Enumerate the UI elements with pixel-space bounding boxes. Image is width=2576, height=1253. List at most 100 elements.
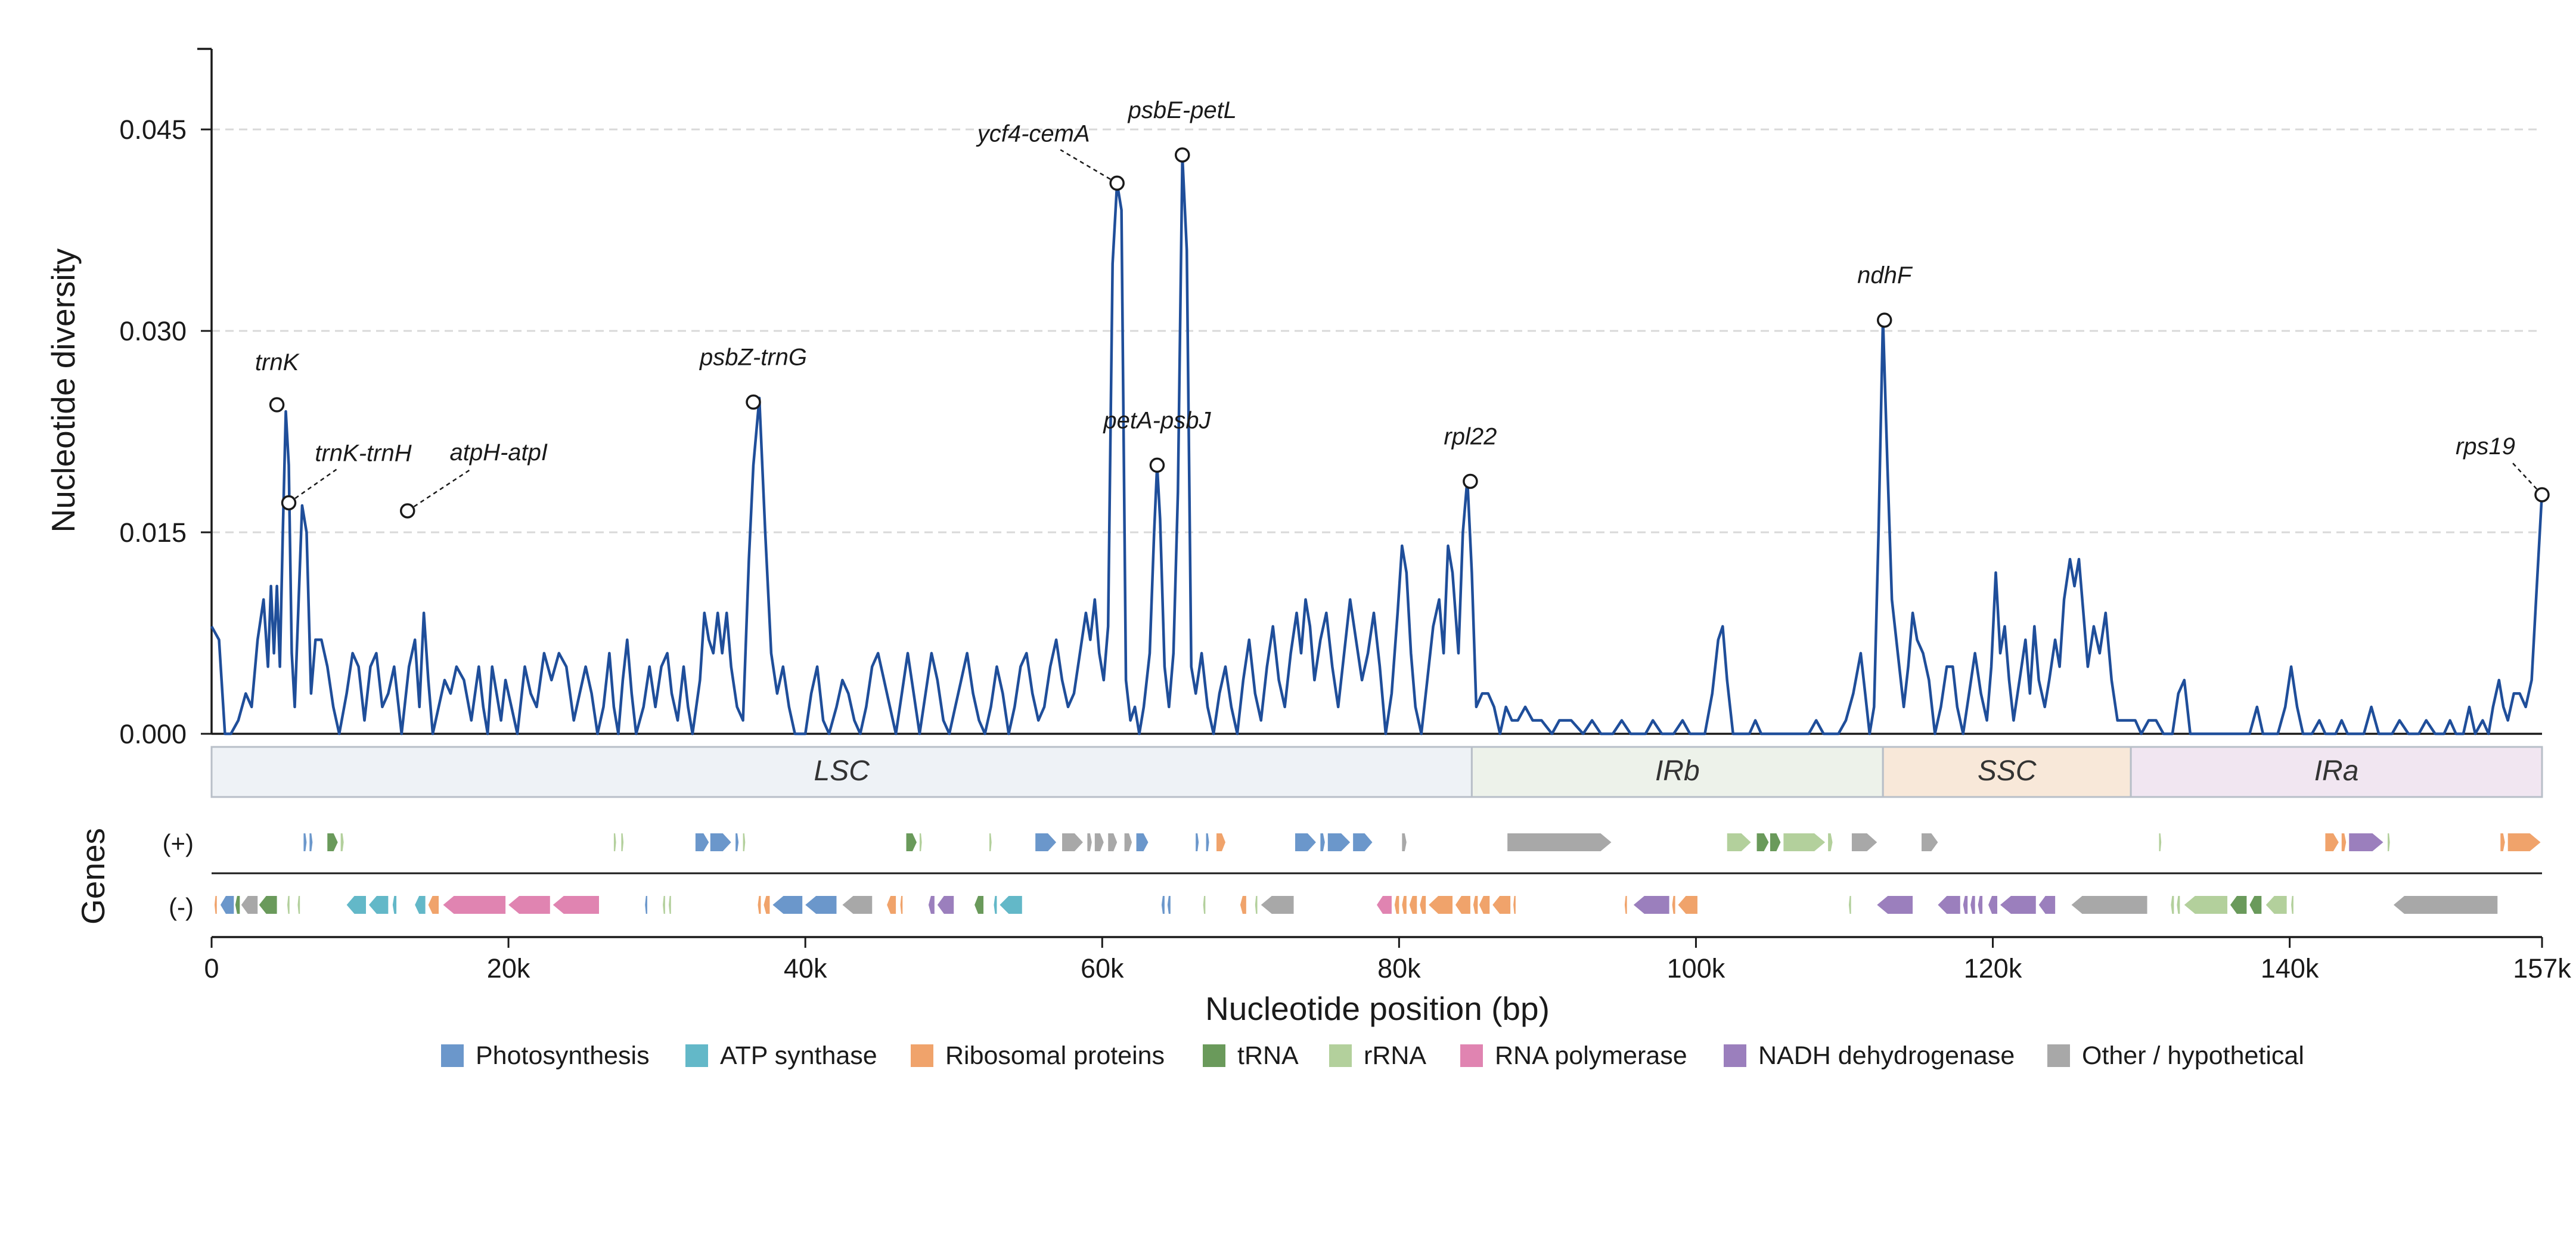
gene-arrow (1507, 833, 1612, 851)
gene-arrow (928, 896, 935, 914)
legend-label: RNA polymerase (1495, 1041, 1687, 1070)
peak-leader-line (1060, 149, 1118, 184)
gene-arrow (2393, 896, 2498, 914)
gene-arrow (1492, 896, 1511, 914)
region-band-lsc (210, 746, 1473, 798)
legend-swatch (1329, 1044, 1352, 1067)
peak-marker (2534, 487, 2550, 503)
gene-arrow (1970, 896, 1975, 914)
peak-label: rps19 (2456, 433, 2515, 460)
gene-tracks (214, 833, 2541, 914)
gene-arrow (2230, 896, 2247, 914)
gene-arrow (2159, 833, 2162, 851)
gene-arrow (2071, 896, 2147, 914)
gene-arrow (1988, 896, 1998, 914)
x-tick-label: 100k (1667, 953, 1725, 984)
peak-label: trnK-trnH (315, 440, 411, 466)
gene-arrow (346, 896, 367, 914)
peak-marker (399, 503, 415, 519)
legend: Photosynthesis ATP synthase Ribosomal prot… (441, 1041, 2304, 1070)
gene-arrow (2265, 896, 2287, 914)
legend-swatch (1460, 1044, 1483, 1067)
gene-arrow (772, 896, 803, 914)
gene-arrow (663, 896, 665, 914)
gene-arrow (1035, 833, 1057, 851)
gene-arrow (2507, 833, 2541, 851)
region-label: IRa (2314, 755, 2359, 787)
gene-arrow (1000, 896, 1022, 914)
legend-swatch (441, 1044, 464, 1067)
gene-arrow (303, 833, 307, 851)
gene-arrow (1136, 833, 1149, 851)
y-axis-title: Nucleotide diversity (45, 248, 82, 532)
axes (197, 48, 2542, 938)
gene-arrow (1216, 833, 1225, 851)
region-band-ssc (1882, 746, 2132, 798)
peak-label: ndhF (1857, 262, 1913, 289)
minus-strand-label: (-) (169, 893, 194, 921)
peak-label: ycf4-cemA (976, 120, 1090, 147)
gene-arrow (259, 896, 277, 914)
gene-arrow (220, 896, 234, 914)
gene-arrow (900, 896, 903, 914)
gene-arrow (1851, 833, 1877, 851)
gene-arrow (764, 896, 770, 914)
gene-arrow (297, 896, 300, 914)
gene-arrow (1429, 896, 1453, 914)
region-band-irb (1470, 746, 1884, 798)
legend-label: tRNA (1237, 1041, 1299, 1070)
legend-swatch (911, 1044, 933, 1067)
gene-arrow (1848, 896, 1851, 914)
grid-lines (212, 128, 2542, 534)
peak-leader-line (407, 467, 473, 512)
gene-arrow (1402, 833, 1407, 851)
gene-arrow (1938, 896, 1960, 914)
peak-label: trnK (255, 349, 300, 376)
gene-arrow (1261, 896, 1294, 914)
gene-arrow (1124, 833, 1132, 851)
peak-marker (1876, 312, 1892, 328)
diversity-line (210, 154, 2544, 736)
legend-swatch (685, 1044, 708, 1067)
gene-arrow (2038, 896, 2056, 914)
gene-arrow (241, 896, 258, 914)
peak-marker (269, 397, 285, 413)
gene-arrow (2500, 833, 2505, 851)
peak-marker (746, 394, 761, 410)
gene-arrow (553, 896, 600, 914)
peak-marker (1175, 147, 1190, 163)
gene-arrow (1402, 896, 1407, 914)
gene-arrow (743, 833, 746, 851)
gene-arrow (1828, 833, 1833, 851)
gene-arrow (327, 833, 338, 851)
gene-arrow (2349, 833, 2383, 851)
gene-arrow (1377, 896, 1392, 914)
gene-arrow (994, 896, 997, 914)
gene-arrow (735, 833, 739, 851)
plus-strand-label: (+) (163, 829, 194, 857)
gene-arrow (508, 896, 550, 914)
gene-arrow (2000, 896, 2036, 914)
gene-arrow (695, 833, 709, 851)
gene-arrow (309, 833, 313, 851)
gene-arrow (1479, 896, 1490, 914)
region-band-ira (2130, 746, 2543, 798)
gene-arrow (368, 896, 389, 914)
gene-arrow (1877, 896, 1913, 914)
gene-arrow (2171, 896, 2174, 914)
region-label: SSC (1978, 755, 2037, 787)
gene-arrow (1203, 896, 1206, 914)
region-bands: LSC IRb SSC IRa (210, 746, 2543, 798)
gene-arrow (613, 833, 616, 851)
peak-label: petA-psbJ (1103, 407, 1211, 433)
gene-arrow (1394, 896, 1399, 914)
gene-arrow (443, 896, 506, 914)
gene-arrow (621, 833, 624, 851)
gene-arrow (1770, 833, 1781, 851)
gene-arrow (1727, 833, 1751, 851)
legend-swatch (1724, 1044, 1746, 1067)
x-tick-label: 140k (2261, 953, 2319, 984)
legend-label: Photosynthesis (476, 1041, 650, 1070)
gene-arrow (887, 896, 896, 914)
